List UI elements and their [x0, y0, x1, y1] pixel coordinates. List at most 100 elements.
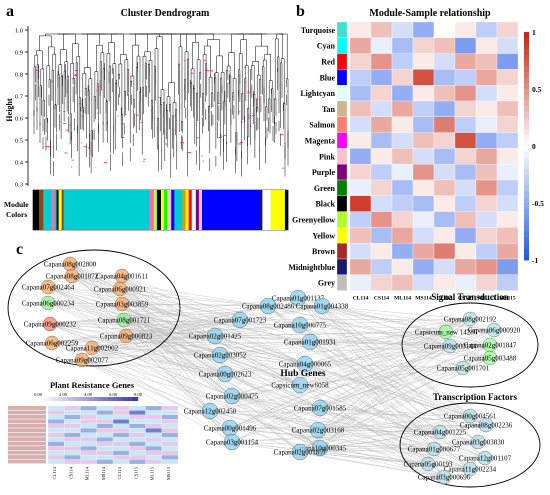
- res-scale-swatch: [78, 397, 84, 401]
- res-heatmap-cell: [129, 428, 146, 433]
- network-node-label: Capana08g002236: [460, 422, 513, 430]
- heatmap-cell: [349, 21, 372, 38]
- heatmap-cell: [433, 116, 456, 133]
- res-heatmap-cell: [64, 441, 81, 447]
- module-color-segment: [174, 190, 183, 230]
- res-row-label-bar: [8, 450, 46, 455]
- network-node: [486, 322, 502, 338]
- heatmap-cell: [370, 195, 393, 212]
- scale-swatch: [524, 208, 529, 215]
- network-node: [231, 311, 249, 329]
- transcription-factors-label: Transcription Factors: [433, 392, 518, 402]
- network-node-label: Capana01g001137: [272, 295, 325, 303]
- network-node-label: Capana07g001585: [294, 405, 347, 413]
- resistance-genes-ellipse: [7, 249, 181, 367]
- heatmap-row-color: [336, 69, 348, 86]
- res-heatmap-cell: [112, 419, 130, 424]
- res-heatmap-cell: [80, 428, 97, 433]
- res-heatmap-cell: [64, 446, 81, 451]
- res-scale-swatch: [43, 397, 49, 401]
- heatmap-cell: [349, 85, 372, 102]
- res-col-label: CL114: [52, 466, 57, 479]
- network-node-label: Capana02g001857: [274, 449, 327, 457]
- dendrogram-branches: [33, 33, 289, 178]
- network-node-label: Capana06g000920: [468, 327, 521, 335]
- network-node-label: Capana10g000345: [294, 445, 347, 453]
- module-color-segment: [259, 190, 263, 230]
- res-heatmap-cell: [161, 459, 179, 465]
- heatmap-cell: [370, 37, 393, 54]
- res-col-label: ML115: [150, 466, 155, 480]
- res-heatmap-cell: [96, 419, 114, 424]
- network-node: [436, 469, 452, 485]
- heatmap-cell: [496, 164, 519, 181]
- heatmap-cell: [433, 243, 456, 260]
- heatmap-cell: [475, 227, 498, 244]
- heatmap-cell: [454, 21, 477, 38]
- network-node: [201, 402, 219, 420]
- res-heatmap-cell: [64, 454, 81, 460]
- dendrogram-tree: [33, 33, 289, 178]
- heatmap-col-label: ML115: [478, 296, 495, 302]
- heatmap-cell: [349, 195, 372, 212]
- res-scale-swatch: [58, 397, 64, 401]
- network-node-label: Capana03g000696: [418, 474, 471, 482]
- heatmap-cell: [349, 258, 372, 275]
- module-color-segment: [58, 190, 62, 230]
- network-node: [462, 408, 478, 424]
- heatmap-cell: [412, 85, 435, 102]
- resistance-heatmap-title: Plant Resistance Genes: [50, 380, 135, 390]
- res-heatmap-cell: [161, 454, 179, 460]
- heatmap-cell: [412, 100, 435, 117]
- heatmap-col-label: CS114: [374, 296, 389, 302]
- res-heatmap-cell: [129, 459, 146, 465]
- network-node: [291, 376, 309, 394]
- heatmap-cell: [433, 211, 456, 228]
- scale-swatch: [524, 157, 529, 164]
- res-heatmap-cell: [112, 441, 130, 447]
- res-scale-tick: 8.00: [134, 392, 143, 397]
- res-heatmap-cell: [161, 437, 179, 442]
- heatmap-cell: [412, 148, 435, 165]
- heatmap-cell: [475, 132, 498, 149]
- heatmap-cell: [391, 132, 414, 149]
- res-heatmap-cell: [112, 428, 130, 433]
- scale-tick-label: 0: [532, 142, 536, 151]
- res-heatmap-cell: [145, 423, 162, 429]
- heatmap-cell: [496, 243, 519, 260]
- res-heatmap-cell: [47, 446, 65, 451]
- heatmap-cell: [370, 132, 393, 149]
- res-scale-swatch: [108, 397, 114, 401]
- res-heatmap-cell: [145, 459, 162, 465]
- heatmap-cell: [412, 37, 435, 54]
- scale-swatch: [524, 43, 529, 50]
- module-color-segment: [262, 190, 271, 230]
- res-heatmap-cell: [161, 450, 179, 456]
- heatmap-cell: [349, 37, 372, 54]
- heatmap-cell: [454, 211, 477, 228]
- res-heatmap-cell: [145, 410, 162, 416]
- heatmap-cell: [454, 132, 477, 149]
- heatmap-cell: [391, 116, 414, 133]
- heatmap-cell: [433, 37, 456, 54]
- heatmap-cell: [433, 100, 456, 117]
- heatmap-cell: [475, 100, 498, 117]
- scale-swatch: [524, 174, 529, 181]
- res-heatmap-cell: [129, 437, 146, 442]
- module-colors-label-1: Module: [4, 200, 29, 209]
- res-heatmap-cell: [145, 419, 162, 424]
- res-col-label: CL115: [117, 466, 122, 479]
- res-heatmap-cell: [47, 423, 65, 429]
- res-heatmap-cell: [47, 410, 65, 416]
- network-node: [426, 441, 442, 457]
- network-node-label: Capana02g000475: [206, 393, 259, 401]
- heatmap-cell: [433, 21, 456, 38]
- network-node: [114, 296, 130, 312]
- res-heatmap-cell: [96, 441, 114, 447]
- heatmap-cell: [475, 258, 498, 275]
- heatmap-cell: [454, 85, 477, 102]
- res-heatmap-cell: [64, 428, 81, 433]
- res-heatmap-cell: [145, 432, 162, 438]
- network-node: [301, 333, 319, 351]
- network-node: [118, 328, 134, 344]
